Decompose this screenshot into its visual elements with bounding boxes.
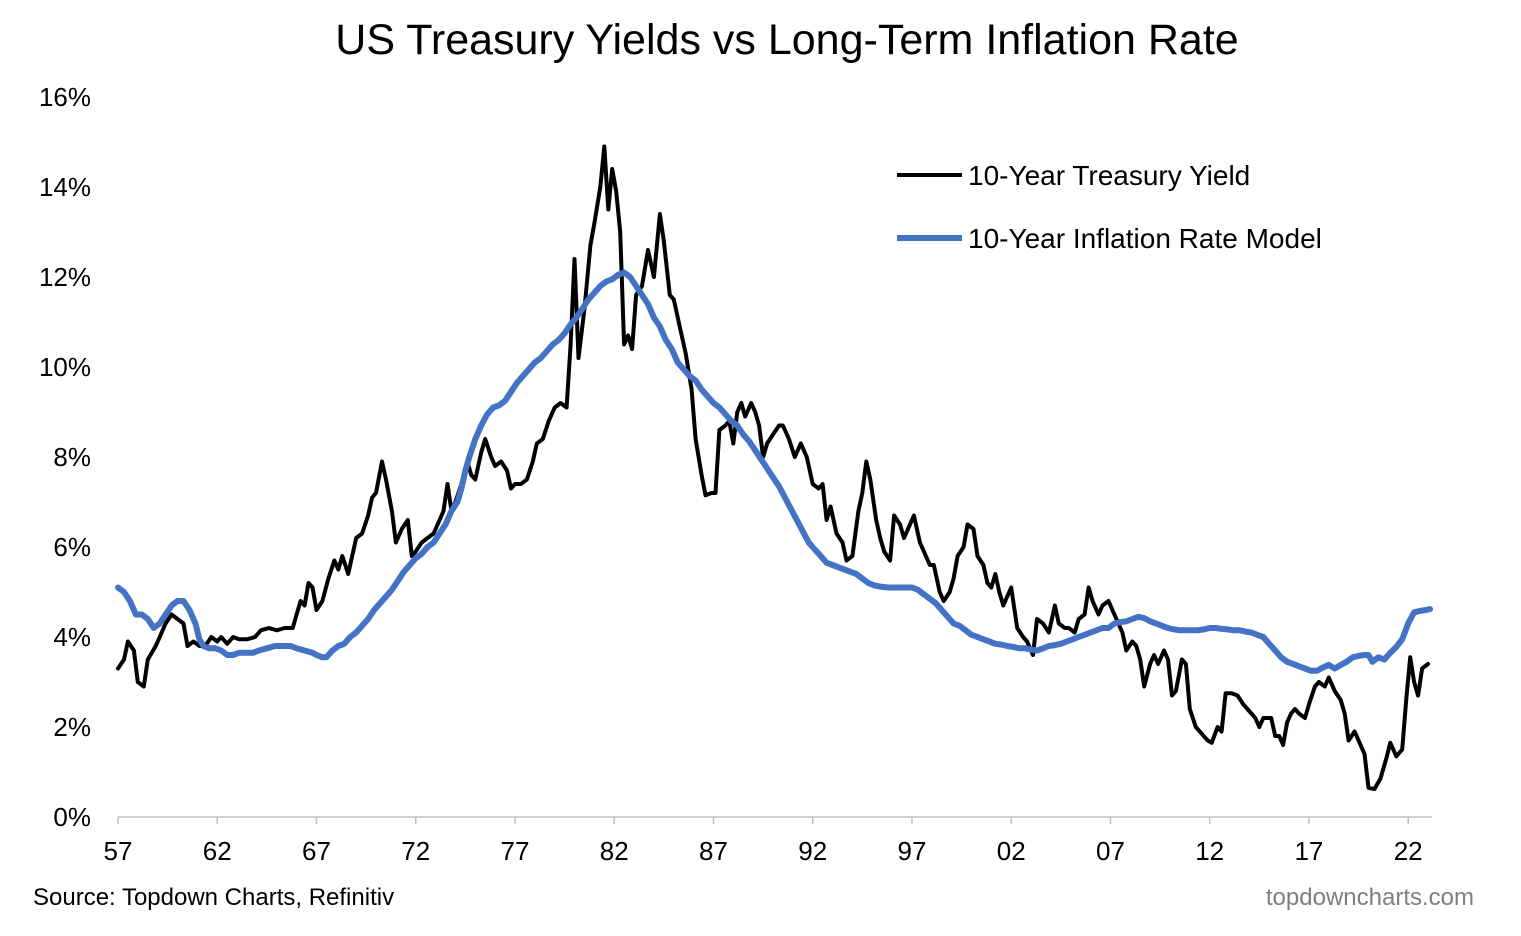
plot-area (115, 144, 1433, 792)
y-tick-label: 16% (39, 82, 91, 112)
x-tick-label: 62 (203, 836, 232, 866)
x-tick-label: 57 (104, 836, 133, 866)
x-tick-label: 22 (1394, 836, 1423, 866)
x-tick-label: 82 (600, 836, 629, 866)
y-tick-label: 12% (39, 262, 91, 292)
source-note: Source: Topdown Charts, Refinitiv (33, 884, 395, 911)
chart-title: US Treasury Yields vs Long-Term Inflatio… (335, 16, 1238, 64)
x-tick-label: 07 (1096, 836, 1125, 866)
x-tick-label: 87 (699, 836, 728, 866)
y-tick-label: 10% (39, 352, 91, 382)
x-tick-label: 02 (997, 836, 1026, 866)
series-line-inflation-model (115, 269, 1433, 674)
x-tick-label: 17 (1294, 836, 1323, 866)
brand-watermark: topdowncharts.com (1265, 884, 1474, 911)
x-tick-label: 97 (897, 836, 926, 866)
y-tick-label: 8% (53, 442, 91, 472)
x-tick-label: 12 (1195, 836, 1224, 866)
x-tick-label: 72 (401, 836, 430, 866)
series-line-treasury-yield (116, 144, 1430, 792)
x-axis: 57 62 67 72 77 82 87 92 97 02 07 12 17 22 (104, 816, 1432, 866)
y-tick-label: 2% (53, 712, 91, 742)
x-tick-label: 77 (501, 836, 530, 866)
legend-label-treasury-yield: 10-Year Treasury Yield (968, 160, 1250, 191)
y-tick-label: 6% (53, 532, 91, 562)
y-axis: 0% 2% 4% 6% 8% 10% 12% 14% 16% (39, 82, 91, 832)
legend-label-inflation-model: 10-Year Inflation Rate Model (968, 223, 1322, 254)
y-tick-label: 14% (39, 172, 91, 202)
legend: 10-Year Treasury Yield 10-Year Inflation… (897, 160, 1322, 254)
y-tick-label: 4% (53, 622, 91, 652)
x-tick-label: 92 (798, 836, 827, 866)
y-tick-label: 0% (53, 802, 91, 832)
x-tick-label: 67 (302, 836, 331, 866)
